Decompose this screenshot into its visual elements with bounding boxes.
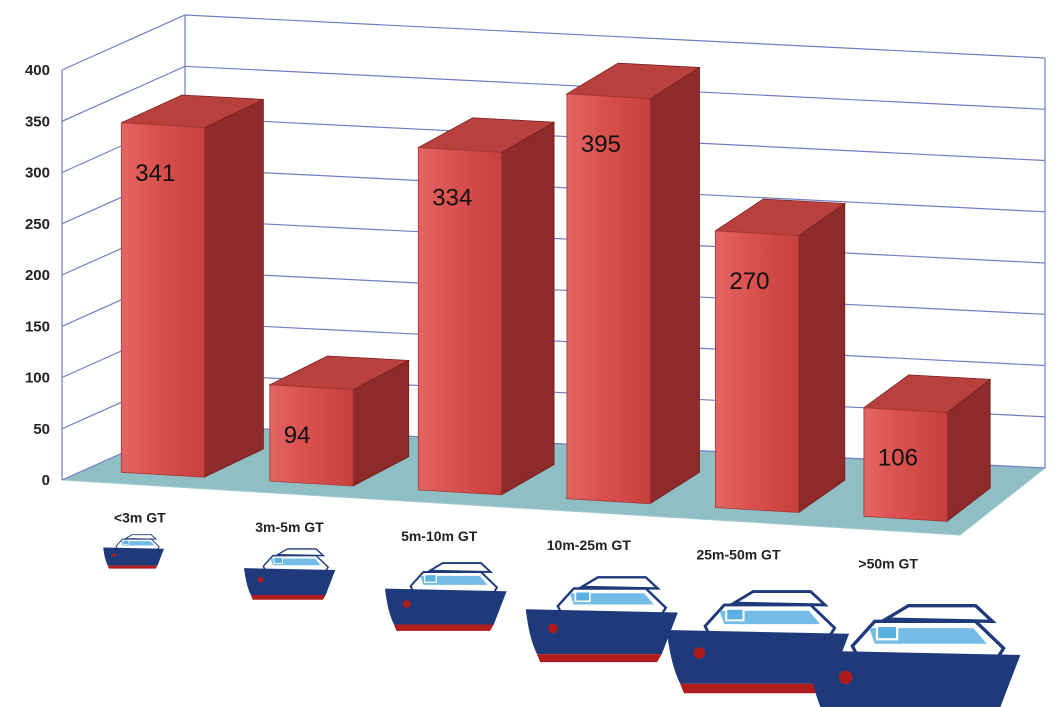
ship-icon <box>525 576 678 663</box>
y-tick-label: 400 <box>25 62 50 79</box>
category-label: 10m-25m GT <box>547 537 631 553</box>
bar-side <box>798 202 846 514</box>
data-label: 341 <box>135 160 175 187</box>
ship-upper-deck <box>275 548 326 557</box>
ship-hull <box>103 547 164 566</box>
category-label: <3m GT <box>114 510 166 526</box>
ship-keel <box>393 624 494 631</box>
ship-upper-deck <box>577 576 661 590</box>
ship-keel <box>680 683 830 694</box>
y-tick-label: 150 <box>25 318 50 335</box>
ship-hull <box>807 650 1021 707</box>
bar <box>714 198 846 514</box>
category-label: 5m-10m GT <box>401 528 478 544</box>
ship-windows <box>569 593 654 605</box>
data-label: 334 <box>432 185 472 212</box>
ship-upper-deck <box>880 604 997 624</box>
ship-icon <box>244 548 336 600</box>
ship-porthole <box>838 670 853 685</box>
category-label: >50m GT <box>858 555 918 571</box>
y-tick-label: 0 <box>42 472 50 489</box>
y-tick-label: 300 <box>25 165 50 182</box>
bar-front <box>417 147 502 496</box>
bar <box>862 374 992 523</box>
ship-hull <box>244 568 336 595</box>
data-label: 106 <box>878 445 918 472</box>
ship-hull <box>525 609 678 655</box>
y-tick-label: 100 <box>25 370 50 387</box>
bar <box>416 117 556 496</box>
ship-windows <box>420 575 488 585</box>
bar-front <box>566 93 651 505</box>
bar-side <box>501 121 555 496</box>
ship-icon <box>666 590 850 694</box>
y-tick-label: 350 <box>25 113 50 130</box>
bar-front <box>269 384 354 487</box>
data-label: 270 <box>729 268 769 295</box>
category-label: 3m-5m GT <box>255 519 324 535</box>
ship-window <box>875 624 899 641</box>
ship-windows <box>270 558 321 566</box>
ship-porthole <box>257 576 264 583</box>
ship-porthole <box>402 600 411 608</box>
y-tick-label: 250 <box>25 216 50 233</box>
ship-porthole <box>112 553 116 558</box>
ship-keel <box>250 595 326 600</box>
data-label: 94 <box>284 422 311 449</box>
category-label: 25m-50m GT <box>696 546 780 562</box>
ship-window <box>725 607 745 622</box>
ship-icon <box>807 604 1021 707</box>
bar <box>565 62 701 505</box>
bar-side <box>203 98 264 478</box>
ship-window <box>424 573 437 583</box>
bar-side <box>649 66 700 505</box>
y-tick-label: 200 <box>25 267 50 284</box>
ship-hull <box>385 588 507 625</box>
y-tick-label: 50 <box>33 421 50 438</box>
bar-front <box>120 122 205 478</box>
ship-upper-deck <box>123 534 158 540</box>
ship-windows <box>719 610 821 625</box>
ship-windows <box>120 541 155 546</box>
bar-front <box>715 230 799 513</box>
data-label: 395 <box>581 131 621 158</box>
ship-window <box>574 590 591 603</box>
ship-window <box>122 540 130 545</box>
ship-icon <box>385 562 507 631</box>
ship-icon <box>103 534 164 569</box>
bar-front <box>863 407 948 522</box>
ship-porthole <box>548 623 558 634</box>
ship-hull <box>666 629 850 684</box>
ship-upper-deck <box>728 590 829 607</box>
bar <box>120 94 264 478</box>
ship-upper-deck <box>426 562 494 574</box>
ship-porthole <box>693 647 706 659</box>
ship-keel <box>107 565 158 569</box>
bar <box>268 355 411 487</box>
gridline <box>61 14 1046 71</box>
ship-window <box>273 557 283 564</box>
ship-windows <box>869 628 987 644</box>
ship-keel <box>537 654 662 663</box>
